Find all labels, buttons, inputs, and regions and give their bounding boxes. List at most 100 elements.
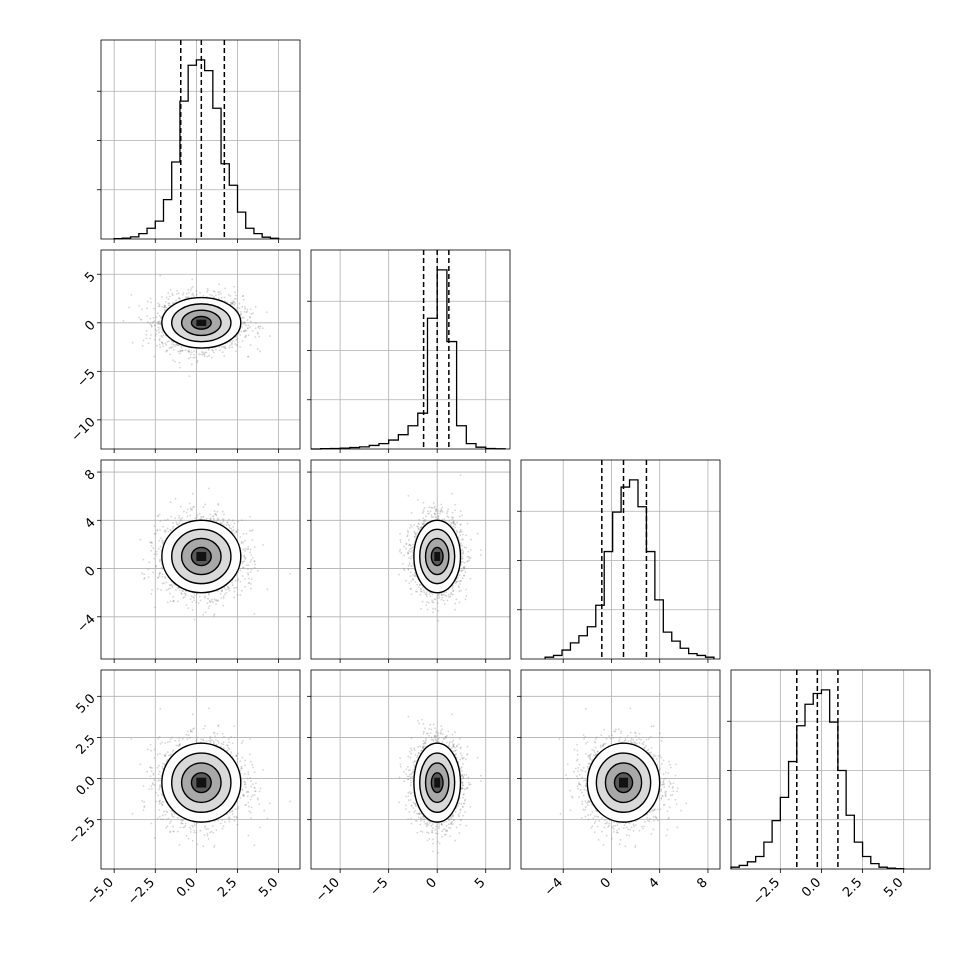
- scatter-point: [237, 578, 239, 580]
- scatter-point: [262, 327, 264, 329]
- scatter-point: [157, 323, 159, 325]
- scatter-point: [169, 296, 171, 298]
- scatter-point: [172, 359, 174, 361]
- density-core: [196, 552, 206, 561]
- scatter-point: [189, 351, 191, 353]
- scatter-point: [156, 551, 158, 553]
- density-panel-0-1: −10−505: [69, 250, 300, 453]
- scatter-point: [243, 533, 245, 535]
- scatter-point: [242, 575, 244, 577]
- scatter-point: [198, 353, 200, 355]
- scatter-point: [161, 576, 163, 578]
- scatter-point: [247, 356, 249, 358]
- scatter-point: [204, 596, 206, 598]
- scatter-point: [205, 611, 207, 613]
- scatter-point: [154, 329, 156, 331]
- scatter-point: [159, 275, 161, 277]
- scatter-point: [148, 342, 150, 344]
- scatter-point: [179, 362, 181, 364]
- scatter-point: [155, 533, 157, 535]
- scatter-point: [247, 568, 249, 570]
- scatter-point: [191, 351, 193, 353]
- scatter-point: [157, 577, 159, 579]
- scatter-point: [224, 288, 226, 290]
- scatter-point: [214, 291, 216, 293]
- scatter-point: [150, 318, 152, 320]
- scatter-point: [188, 292, 190, 294]
- scatter-point: [453, 520, 455, 522]
- scatter-point: [445, 591, 447, 593]
- scatter-point: [173, 344, 175, 346]
- histogram-background: [311, 250, 510, 449]
- scatter-point: [229, 345, 231, 347]
- scatter-point: [158, 329, 160, 331]
- scatter-point: [190, 357, 192, 359]
- scatter-point: [242, 295, 244, 297]
- scatter-point: [247, 324, 249, 326]
- scatter-point: [244, 311, 246, 313]
- scatter-point: [187, 508, 189, 510]
- scatter-point: [198, 602, 200, 604]
- scatter-point: [241, 590, 243, 592]
- scatter-point: [151, 541, 153, 543]
- scatter-point: [217, 517, 219, 519]
- scatter-point: [185, 349, 187, 351]
- x-tick-label: 5.0: [881, 875, 906, 900]
- scatter-point: [214, 510, 216, 512]
- scatter-point: [231, 346, 233, 348]
- scatter-point: [138, 305, 140, 307]
- scatter-point: [147, 568, 149, 570]
- scatter-point: [248, 334, 250, 336]
- scatter-point: [192, 286, 194, 288]
- scatter-point: [159, 324, 161, 326]
- scatter-point: [161, 539, 163, 541]
- scatter-point: [166, 296, 168, 298]
- histogram-panel-1: [307, 250, 510, 453]
- scatter-point: [240, 334, 242, 336]
- scatter-point: [250, 344, 252, 346]
- scatter-point: [403, 554, 405, 556]
- scatter-point: [241, 519, 243, 521]
- scatter-point: [208, 607, 210, 609]
- scatter-point: [253, 613, 255, 615]
- scatter-point: [221, 523, 223, 525]
- scatter-point: [196, 360, 198, 362]
- scatter-point: [243, 556, 245, 558]
- scatter-point: [249, 516, 251, 518]
- scatter-point: [240, 311, 242, 313]
- scatter-point: [178, 515, 180, 517]
- scatter-point: [405, 548, 407, 550]
- scatter-point: [208, 594, 210, 596]
- scatter-point: [163, 334, 165, 336]
- scatter-point: [204, 355, 206, 357]
- scatter-point: [165, 301, 167, 303]
- scatter-point: [157, 515, 159, 517]
- scatter-point: [237, 337, 239, 339]
- scatter-point: [457, 577, 459, 579]
- scatter-point: [197, 514, 199, 516]
- scatter-point: [154, 339, 156, 341]
- scatter-point: [229, 590, 231, 592]
- scatter-point: [193, 350, 195, 352]
- scatter-point: [150, 550, 152, 552]
- scatter-point: [219, 291, 221, 293]
- scatter-point: [237, 529, 239, 531]
- scatter-point: [162, 345, 164, 347]
- scatter-point: [219, 349, 221, 351]
- scatter-point: [152, 572, 154, 574]
- scatter-point: [242, 549, 244, 551]
- histogram-panel-2: [517, 460, 720, 663]
- scatter-point: [141, 572, 143, 574]
- scatter-point: [170, 501, 172, 503]
- scatter-point: [204, 504, 206, 506]
- scatter-point: [196, 290, 198, 292]
- scatter-point: [206, 518, 208, 520]
- scatter-point: [158, 573, 160, 575]
- scatter-point: [189, 515, 191, 517]
- scatter-point: [247, 574, 249, 576]
- scatter-point: [174, 361, 176, 363]
- scatter-point: [233, 529, 235, 531]
- scatter-point: [237, 520, 239, 522]
- scatter-point: [182, 349, 184, 351]
